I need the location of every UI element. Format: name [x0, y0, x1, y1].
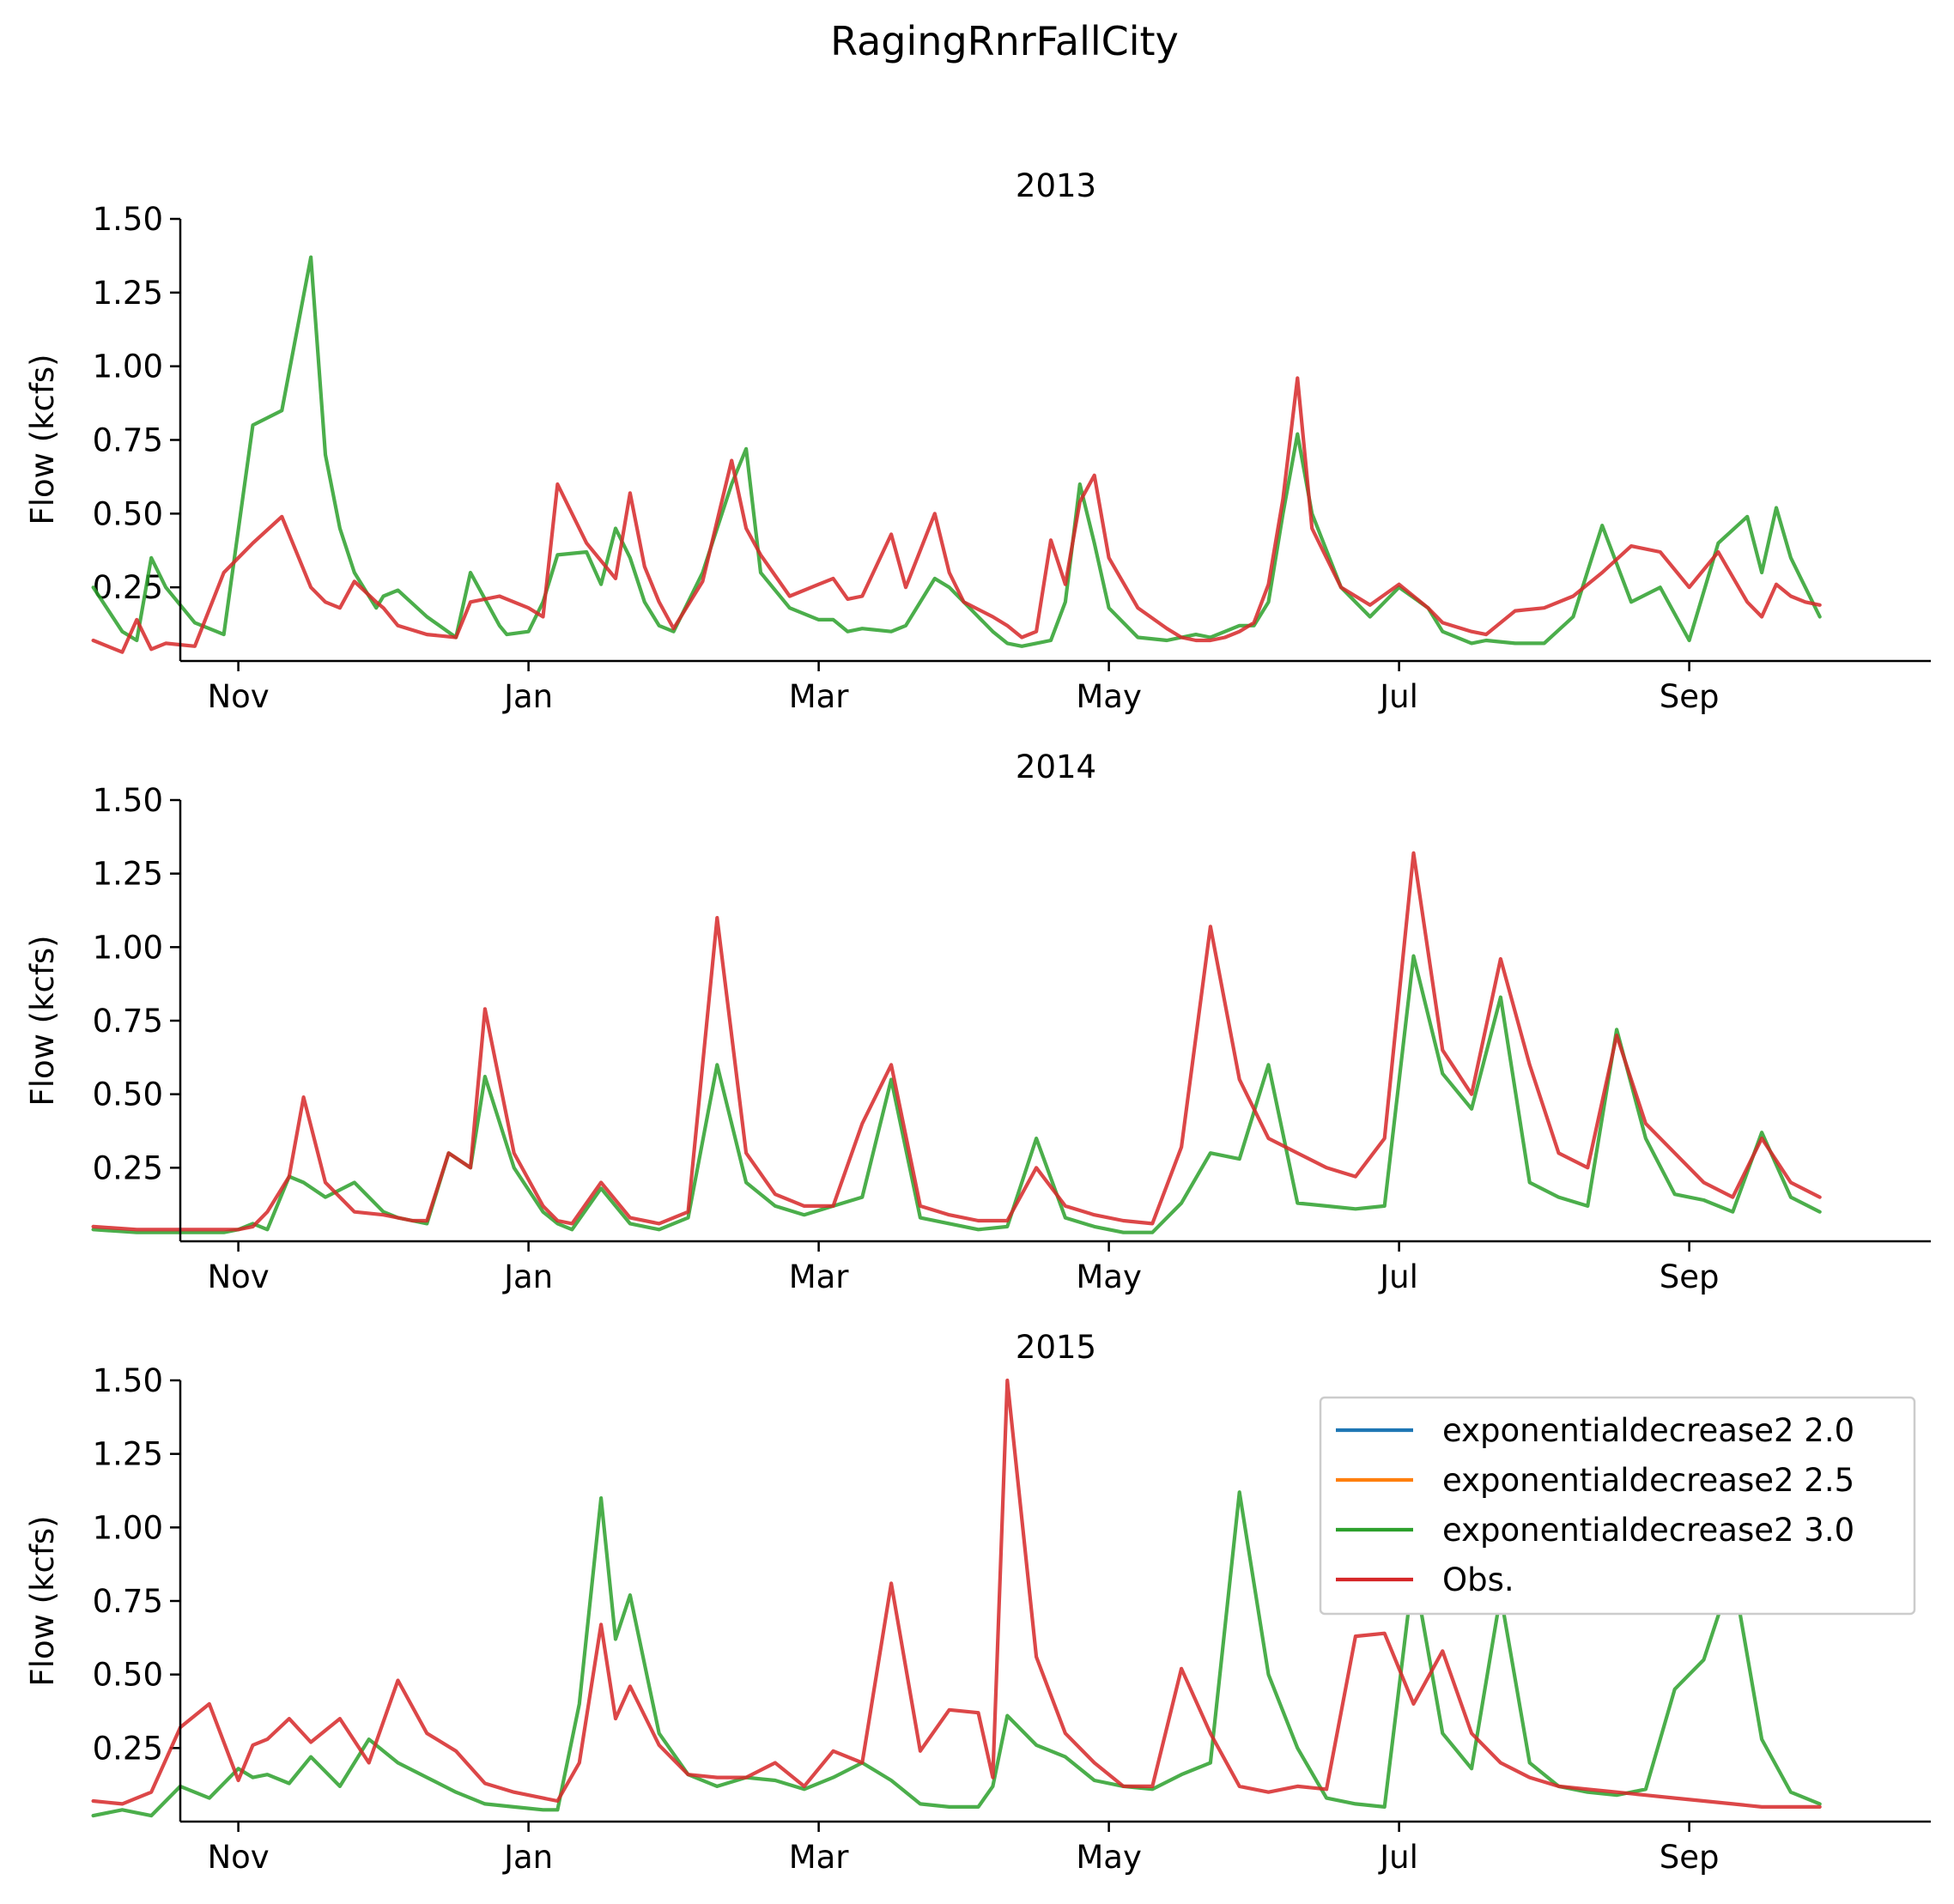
y-axis-label: Flow (kcfs) [24, 1515, 61, 1686]
panel-title: 2015 [1016, 1329, 1096, 1366]
y-tick-label: 1.00 [93, 1509, 163, 1546]
series-line-obs- [91, 851, 1822, 1232]
y-tick-label: 1.00 [93, 349, 163, 385]
x-tick-label: Sep [1660, 1839, 1720, 1876]
series-lines [91, 1378, 1822, 1818]
y-tick-label: 0.25 [93, 1149, 163, 1186]
y-tick-label: 1.50 [93, 201, 163, 238]
series-line-exponentialdecrease2-3-0 [91, 255, 1822, 648]
x-tick-label: Nov [207, 678, 269, 715]
legend-label: Obs. [1442, 1561, 1514, 1598]
panel-2013: 2013 Flow (kcfs) 0.25 0.50 0.75 1.00 1.25 1.5… [24, 167, 1931, 715]
panel-title: 2013 [1016, 167, 1096, 204]
y-tick-label: 0.75 [93, 1003, 163, 1040]
x-tick-label: Mar [789, 1839, 850, 1876]
legend: exponentialdecrease2 2.0 exponentialdecre… [1319, 1396, 1916, 1616]
series-lines [91, 255, 1822, 654]
legend-label: exponentialdecrease2 2.0 [1442, 1412, 1854, 1449]
y-axis-label: Flow (kcfs) [24, 354, 61, 525]
series-line-obs- [91, 376, 1822, 654]
y-tick-label: 1.25 [93, 275, 163, 312]
series-line-obs- [91, 1378, 1822, 1809]
x-tick-label: Nov [207, 1839, 269, 1876]
figure-suptitle: RagingRnrFallCity [830, 18, 1179, 64]
legend-frame [1319, 1396, 1916, 1616]
x-tick-label: Jan [502, 1258, 553, 1295]
y-tick-label: 0.75 [93, 422, 163, 459]
x-tick-label: May [1076, 1839, 1142, 1876]
series-line-exponentialdecrease2-3-0 [91, 1490, 1822, 1818]
y-tick-label: 1.25 [93, 856, 163, 893]
panel-title: 2014 [1016, 749, 1096, 785]
x-ticks: Nov Jan Mar May Jul Sep [207, 661, 1719, 715]
y-tick-label: 0.50 [93, 1076, 163, 1113]
y-tick-label: 0.50 [93, 495, 163, 532]
y-ticks: 0.25 0.50 0.75 1.00 1.25 1.50 [93, 1362, 180, 1767]
x-ticks: Nov Jan Mar May Jul Sep [207, 1822, 1719, 1876]
x-tick-label: Jan [502, 1839, 553, 1876]
y-tick-label: 0.25 [93, 1730, 163, 1767]
y-tick-label: 0.25 [93, 569, 163, 606]
series-lines [91, 851, 1822, 1234]
x-ticks: Nov Jan Mar May Jul Sep [207, 1241, 1719, 1295]
legend-label: exponentialdecrease2 3.0 [1442, 1512, 1854, 1549]
y-tick-label: 1.25 [93, 1436, 163, 1473]
x-tick-label: Jul [1378, 678, 1418, 715]
y-tick-label: 1.50 [93, 1362, 163, 1399]
x-tick-label: Jul [1378, 1839, 1418, 1876]
y-ticks: 0.25 0.50 0.75 1.00 1.25 1.50 [93, 201, 180, 606]
y-axis-label: Flow (kcfs) [24, 935, 61, 1106]
x-tick-label: Jan [502, 678, 553, 715]
x-tick-label: Jul [1378, 1258, 1418, 1295]
x-tick-label: Sep [1660, 1258, 1720, 1295]
panel-2015: 2015 Flow (kcfs) 0.25 0.50 0.75 1.00 1.25 1.5… [24, 1329, 1931, 1876]
series-line-exponentialdecrease2-3-0 [91, 954, 1822, 1234]
x-tick-label: Mar [789, 1258, 850, 1295]
y-tick-label: 0.50 [93, 1657, 163, 1694]
y-tick-label: 1.00 [93, 929, 163, 966]
x-tick-label: Sep [1660, 678, 1720, 715]
x-tick-label: May [1076, 1258, 1142, 1295]
legend-label: exponentialdecrease2 2.5 [1442, 1462, 1854, 1499]
panel-2014: 2014 Flow (kcfs) 0.25 0.50 0.75 1.00 1.25 1.5… [24, 749, 1931, 1295]
y-tick-label: 0.75 [93, 1583, 163, 1620]
y-ticks: 0.25 0.50 0.75 1.00 1.25 1.50 [93, 782, 180, 1186]
x-tick-label: May [1076, 678, 1142, 715]
x-tick-label: Nov [207, 1258, 269, 1295]
y-tick-label: 1.50 [93, 782, 163, 819]
x-tick-label: Mar [789, 678, 850, 715]
